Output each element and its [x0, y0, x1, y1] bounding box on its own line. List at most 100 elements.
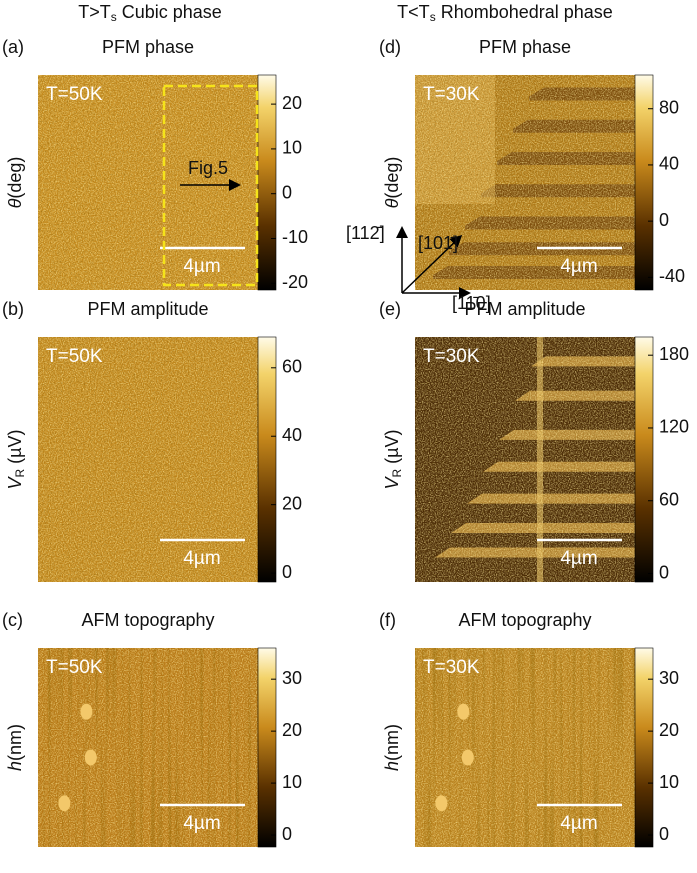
colorbar-tick-label: 30: [282, 668, 302, 688]
selection-box: [162, 84, 259, 287]
y-label-rest: (nm): [382, 724, 402, 761]
y-axis-label: VR (µV): [5, 429, 27, 489]
surface-particle: [80, 703, 93, 720]
colorbar-tick-label: 80: [659, 97, 679, 117]
y-label-rest: (deg): [382, 157, 402, 199]
image-dark: [38, 648, 258, 847]
colorbar-tick-label: 40: [659, 154, 679, 174]
panel-label: (c): [2, 610, 23, 630]
surface-particle: [58, 795, 71, 812]
image-dark: [415, 75, 635, 290]
colorbar-tick-label: 0: [282, 182, 292, 202]
colorbar-tick-label: 20: [282, 493, 302, 513]
colorbar: [634, 74, 654, 291]
temperature: T=50K: [46, 84, 103, 105]
panel: (b) PFM amplitude T=50K 4µm VR (µV) 0 20 40 60: [2, 299, 302, 583]
y-axis-label: h(nm): [5, 724, 25, 771]
panel-title: AFM topography: [458, 610, 591, 630]
panel: (a) PFM phase T=50K 4µm θ(deg) -20 -10 0 10 20 Fig…: [2, 37, 308, 292]
heading-main: T>T: [78, 2, 111, 22]
heading-rest: Cubic phase: [117, 2, 222, 22]
panel-title: AFM topography: [81, 610, 214, 630]
panel: (e) PFM amplitude T=30K 4µm VR (µV) 0 60 120 180: [379, 299, 689, 583]
y-label-rest: (nm): [5, 724, 25, 761]
direction-label: [112̄]: [346, 223, 385, 243]
y-label-main: V: [382, 476, 402, 490]
colorbar: [257, 74, 277, 291]
temperature: T=30K: [423, 346, 480, 367]
colorbar-tick-label: 10: [659, 772, 679, 792]
y-axis-label: θ(deg): [382, 157, 402, 209]
panel-title: PFM amplitude: [464, 299, 585, 319]
colorbar-tick-label: -10: [282, 227, 308, 247]
colorbar-tick-label: 20: [282, 720, 302, 740]
y-label-main: V: [5, 476, 25, 490]
colorbar: [257, 336, 277, 583]
y-axis-label: θ(deg): [5, 157, 25, 209]
panel-label: (d): [379, 37, 401, 57]
colorbar-tick-label: 30: [659, 668, 679, 688]
y-axis-label: VR (µV): [382, 429, 404, 489]
surface-particle: [84, 749, 97, 766]
direction-label: [101̄]: [418, 233, 458, 253]
image-dark: [415, 337, 635, 582]
y-axis-label: h(nm): [382, 724, 402, 771]
colorbar-tick-label: 0: [282, 824, 292, 844]
box-label: Fig.5: [188, 158, 228, 178]
column-heading: T>Ts Cubic phase: [78, 2, 222, 24]
y-label-main: θ: [382, 198, 402, 208]
heading-sub: s: [111, 10, 117, 24]
image-dark: [38, 337, 258, 582]
colorbar-tick-label: 0: [659, 210, 669, 230]
panel-title: PFM phase: [479, 37, 571, 57]
colorbar-tick-label: 20: [659, 720, 679, 740]
colorbar-tick-label: 60: [282, 357, 302, 377]
panel: (f) AFM topography T=30K 4µm h(nm) 0 10 20 30: [379, 610, 679, 848]
colorbar-tick-label: 120: [659, 417, 689, 437]
y-label-main: h: [382, 761, 402, 771]
temperature: T=50K: [46, 346, 103, 367]
colorbar: [634, 336, 654, 583]
y-label-rest: (µV): [382, 429, 402, 468]
panel-label: (f): [379, 610, 396, 630]
surface-particle: [457, 703, 470, 720]
y-label-main: θ: [5, 198, 25, 208]
y-label-sub: R: [390, 469, 404, 478]
heading-main: T<T: [397, 2, 430, 22]
colorbar: [257, 647, 277, 848]
scale-bar-label: 4µm: [183, 548, 220, 569]
surface-particle: [435, 795, 448, 812]
panel: (c) AFM topography T=50K 4µm h(nm) 0 10 20 30: [2, 610, 302, 848]
scale-bar-label: 4µm: [560, 256, 597, 277]
heading-rest: Rhombohedral phase: [436, 2, 613, 22]
direction-arrow: [401, 234, 463, 294]
column-heading: T<Ts Rhombohedral phase: [397, 2, 613, 24]
colorbar-tick-label: 10: [282, 138, 302, 158]
scale-bar-label: 4µm: [560, 548, 597, 569]
colorbar-tick-label: 40: [282, 425, 302, 445]
direction-label: [11̄0]: [452, 293, 491, 313]
colorbar-tick-label: 0: [659, 562, 669, 582]
image-dark: [38, 75, 258, 290]
colorbar-tick-label: 0: [659, 824, 669, 844]
temperature: T=30K: [423, 84, 480, 105]
colorbar-tick-label: -20: [282, 272, 308, 292]
colorbar-tick-label: 60: [659, 489, 679, 509]
image-dark: [415, 648, 635, 847]
colorbar-tick-label: 20: [282, 93, 302, 113]
panel-label: (a): [2, 37, 24, 57]
y-label-rest: (µV): [5, 429, 25, 468]
temperature: T=30K: [423, 657, 480, 678]
scale-bar-label: 4µm: [560, 813, 597, 834]
panel-title: PFM phase: [102, 37, 194, 57]
surface-particle: [461, 749, 474, 766]
panel: (d) PFM phase T=30K 4µm θ(deg) -40 0 40 80 [112̄]…: [346, 37, 685, 313]
panel-label: (e): [379, 299, 401, 319]
temperature: T=50K: [46, 657, 103, 678]
colorbar-tick-label: 180: [659, 344, 689, 364]
y-label-main: h: [5, 761, 25, 771]
heading-sub: s: [430, 10, 436, 24]
panel-title: PFM amplitude: [87, 299, 208, 319]
colorbar-tick-label: 10: [282, 772, 302, 792]
